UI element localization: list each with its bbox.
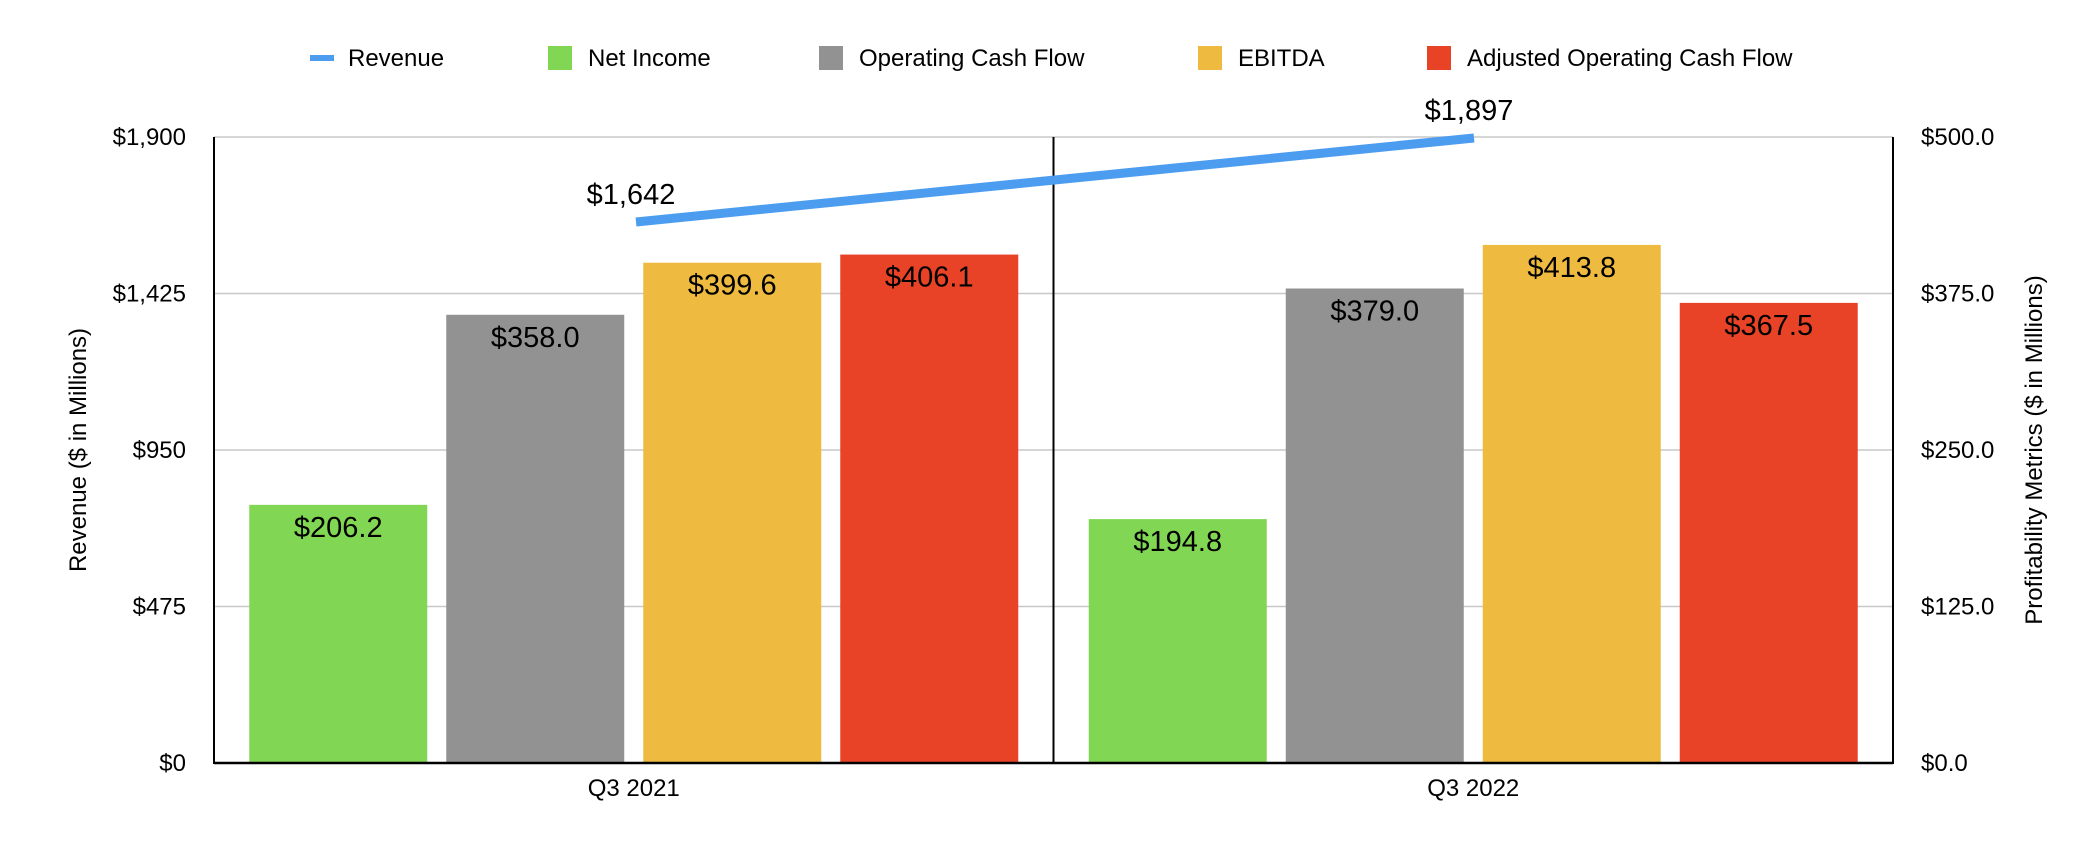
bar-operating-cash-flow [1285,288,1464,763]
legend-label: EBITDA [1238,45,1325,72]
bar-net-income [1088,519,1267,763]
right-tick-label: $250.0 [1921,437,1994,464]
left-tick-label: $1,900 [113,124,186,151]
bar-value-label: $194.8 [1133,526,1222,558]
right-tick-label: $0.0 [1921,750,1968,777]
legend-item: Net Income [548,45,711,72]
legend-swatch-line [310,55,334,61]
right-tick-label: $500.0 [1921,124,1994,151]
right-tick-label: $375.0 [1921,281,1994,308]
axes: $0 $475 $950 $1,425 $1,900 $0.0 $125.0 $250.0 $3… [65,124,2048,802]
left-tick-label: $475 [133,594,186,621]
right-axis-title: Profitability Metrics ($ in Millions) [2021,275,2048,624]
left-axis-title: Revenue ($ in Millions) [65,328,92,572]
bar-adjusted-operating-cash-flow [1679,302,1858,763]
bar-value-label: $406.1 [885,262,974,294]
bar-value-label: $379.0 [1330,295,1419,327]
legend-swatch [548,46,572,70]
legend-swatch [1427,46,1451,70]
category-label: Q3 2021 [588,775,680,802]
bar-value-label: $206.2 [294,512,383,544]
bar-operating-cash-flow [446,314,625,763]
legend-item: Adjusted Operating Cash Flow [1427,45,1793,72]
data-labels: $206.2 $358.0 $399.6 $406.1 $194.8 $379.0 $413… [294,95,1813,558]
bar-net-income [249,504,428,763]
legend-label: Adjusted Operating Cash Flow [1467,45,1793,72]
revenue-value-label: $1,642 [587,179,676,211]
right-tick-label: $125.0 [1921,594,1994,621]
revenue-line-path [635,133,1475,227]
left-tick-label: $0 [159,750,186,777]
left-tick-label: $1,425 [113,281,186,308]
legend-swatch [819,46,843,70]
revenue-value-label: $1,897 [1425,95,1514,127]
legend-label: Revenue [348,45,444,72]
bar-adjusted-operating-cash-flow [840,254,1019,763]
category-label: Q3 2022 [1427,775,1519,802]
bar-value-label: $399.6 [688,270,777,302]
legend-label: Operating Cash Flow [859,45,1085,72]
legend-swatch [1198,46,1222,70]
bar-value-label: $413.8 [1527,252,1616,284]
legend-label: Net Income [588,45,711,72]
bar-value-label: $367.5 [1724,310,1813,342]
legend-item: EBITDA [1198,45,1325,72]
legend-item: Operating Cash Flow [819,45,1085,72]
bar-value-label: $358.0 [491,322,580,354]
legend-item: Revenue [310,45,444,72]
bars [249,244,1858,764]
bar-ebitda [643,262,822,763]
left-tick-label: $950 [133,437,186,464]
legend: Revenue Net Income Operating Cash Flow EBIT… [310,45,1793,72]
bar-ebitda [1482,244,1661,764]
revenue-line [635,133,1475,227]
